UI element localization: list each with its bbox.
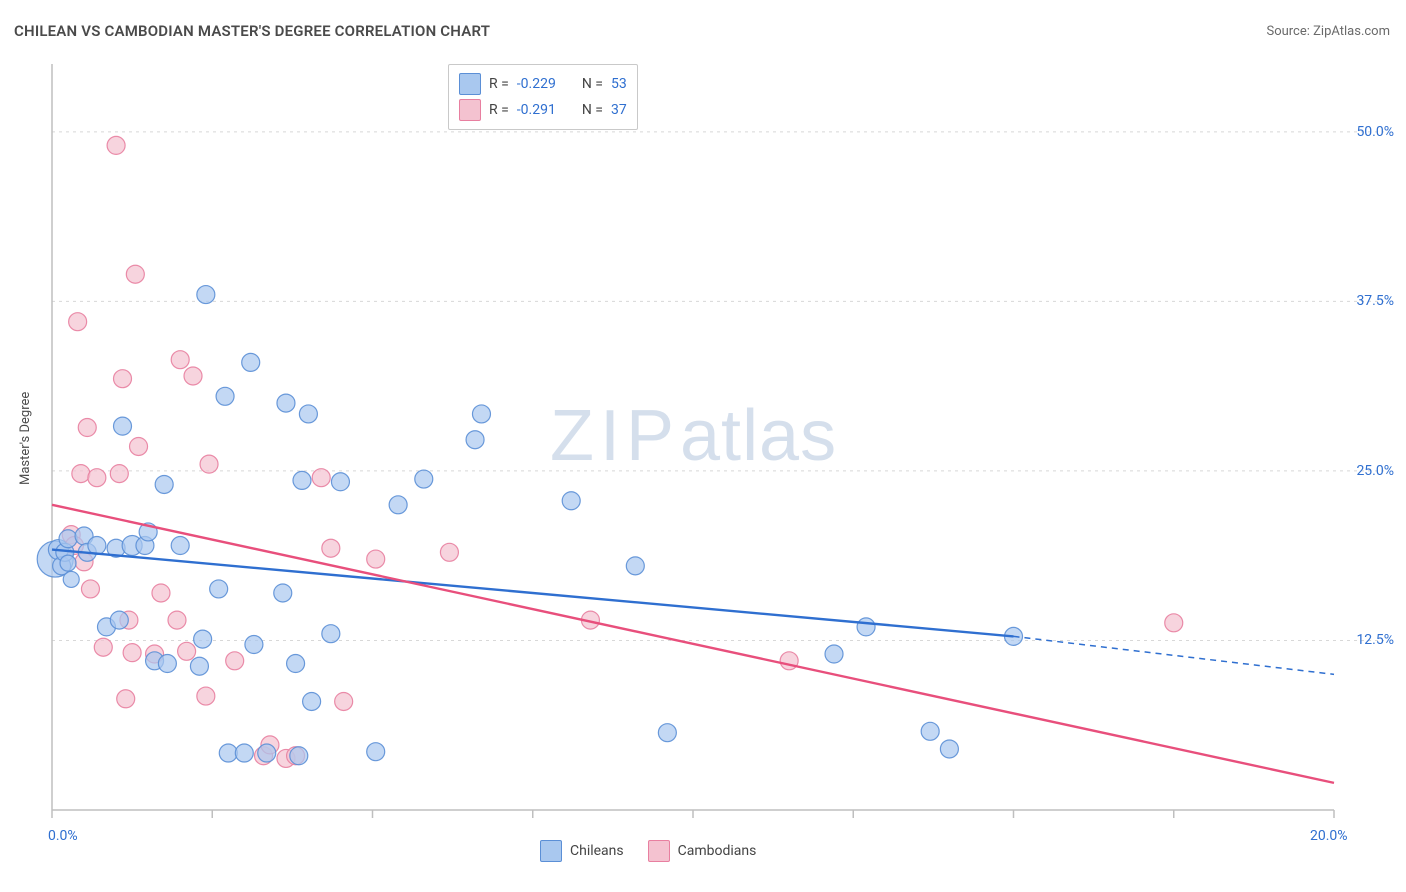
n-value: 53 xyxy=(611,76,627,92)
r-label: R = xyxy=(489,102,509,118)
y-tick-label: 50.0% xyxy=(1334,124,1394,140)
x-tick-label: 20.0% xyxy=(1310,828,1348,844)
legend-stats-row: R = -0.291 N = 37 xyxy=(459,97,627,123)
x-tick-label: 0.0% xyxy=(48,828,78,844)
chart-container: CHILEAN VS CAMBODIAN MASTER'S DEGREE COR… xyxy=(0,0,1406,892)
n-value: 37 xyxy=(611,102,627,118)
r-value: -0.229 xyxy=(517,76,556,92)
source-value: ZipAtlas.com xyxy=(1313,24,1390,39)
source-attribution: Source: ZipAtlas.com xyxy=(1266,24,1390,39)
legend-swatch-cambodians xyxy=(648,840,670,862)
legend-item-chileans: Chileans xyxy=(540,840,624,862)
legend-item-cambodians: Cambodians xyxy=(648,840,757,862)
legend-swatch-cambodians xyxy=(459,99,481,121)
bottom-legend: Chileans Cambodians xyxy=(540,840,756,862)
scatter-chart xyxy=(44,56,1392,840)
legend-swatch-chileans xyxy=(459,73,481,95)
chart-title: CHILEAN VS CAMBODIAN MASTER'S DEGREE COR… xyxy=(14,22,490,40)
y-axis-label: Master's Degree xyxy=(18,392,33,485)
y-tick-label: 25.0% xyxy=(1334,463,1394,479)
r-value: -0.291 xyxy=(517,102,556,118)
legend-stats-row: R = -0.229 N = 53 xyxy=(459,71,627,97)
n-label: N = xyxy=(582,76,603,92)
legend-label: Cambodians xyxy=(678,843,757,859)
y-tick-label: 37.5% xyxy=(1334,293,1394,309)
r-label: R = xyxy=(489,76,509,92)
legend-label: Chileans xyxy=(570,843,624,859)
legend-swatch-chileans xyxy=(540,840,562,862)
source-label: Source: xyxy=(1266,24,1313,39)
y-tick-label: 12.5% xyxy=(1334,632,1394,648)
n-label: N = xyxy=(582,102,603,118)
legend-stats-box: R = -0.229 N = 53 R = -0.291 N = 37 xyxy=(448,64,638,130)
